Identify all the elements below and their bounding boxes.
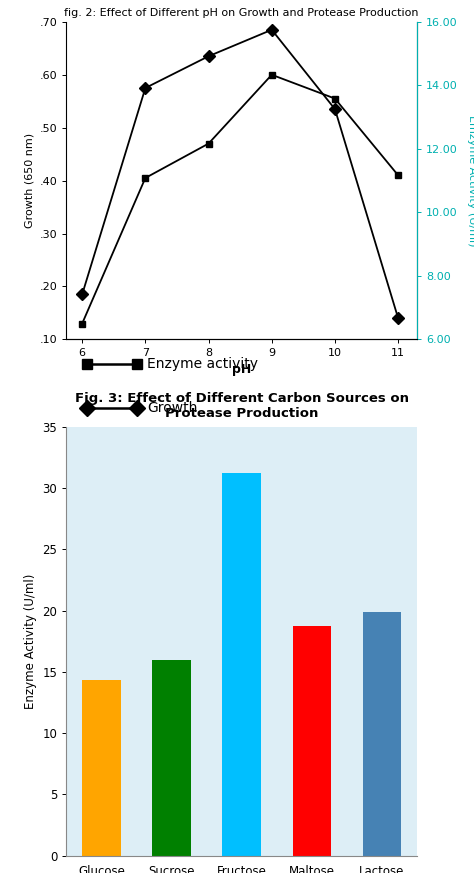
Text: Enzyme activity: Enzyme activity (147, 357, 258, 371)
Bar (363, 612, 401, 856)
Y-axis label: Enzyme Activity (U/ml): Enzyme Activity (U/ml) (24, 574, 37, 709)
Title: fig. 2: Effect of Different pH on Growth and Protease Production: fig. 2: Effect of Different pH on Growth… (64, 8, 419, 18)
Text: Growth: Growth (147, 401, 197, 415)
Y-axis label: Growth (650 nm): Growth (650 nm) (24, 133, 34, 228)
Bar (82, 680, 121, 856)
X-axis label: pH: pH (232, 363, 251, 376)
Bar (292, 627, 331, 856)
Title: Fig. 3: Effect of Different Carbon Sources on
Protease Production: Fig. 3: Effect of Different Carbon Sourc… (75, 392, 409, 420)
Bar (222, 473, 261, 856)
Bar (152, 659, 191, 856)
Y-axis label: Emzyme Activity (U/ml): Emzyme Activity (U/ml) (467, 115, 474, 246)
